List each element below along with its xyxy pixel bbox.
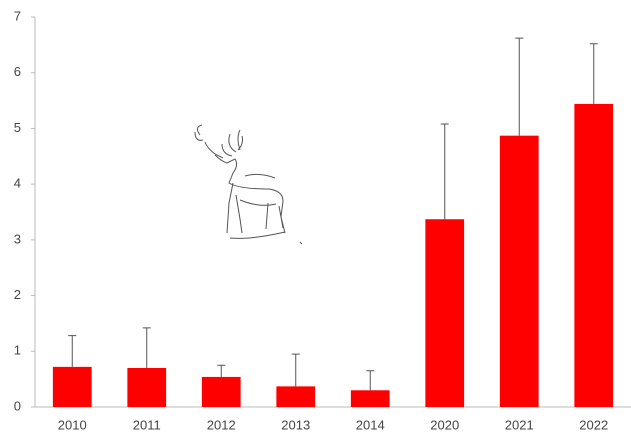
y-tick-label: 4: [14, 176, 21, 191]
y-tick-label: 5: [14, 120, 21, 135]
error-bar: [217, 364, 226, 377]
bar: [127, 368, 167, 407]
y-tick-label: 6: [14, 64, 21, 79]
x-tick-label: 2022: [579, 417, 608, 432]
x-tick-label: 2010: [58, 417, 87, 432]
x-tick-label: 2012: [207, 417, 236, 432]
error-bar: [589, 43, 598, 104]
bar: [350, 390, 390, 407]
y-tick-label: 2: [14, 287, 21, 302]
x-tick-label: 2013: [281, 417, 310, 432]
x-tick-label: 2011: [133, 417, 161, 432]
y-tick-label: 7: [14, 8, 21, 23]
bar: [52, 366, 92, 407]
deer-illustration: [194, 124, 303, 245]
x-tick-label: 2020: [430, 417, 459, 432]
error-bar: [366, 370, 375, 391]
bar: [499, 135, 539, 407]
y-tick-label: 3: [14, 231, 21, 246]
error-bar: [68, 335, 77, 367]
bar: [201, 376, 241, 407]
error-bar: [142, 327, 151, 368]
bar: [276, 386, 316, 407]
y-tick-label: 0: [14, 398, 21, 413]
y-tick-label: 1: [14, 343, 21, 358]
x-tick-label: 2021: [505, 417, 534, 432]
x-tick-label: 2014: [356, 417, 385, 432]
bar: [574, 103, 614, 408]
error-bar: [291, 353, 300, 387]
bar: [425, 219, 465, 407]
error-bar: [440, 123, 449, 220]
error-bar: [515, 37, 524, 136]
